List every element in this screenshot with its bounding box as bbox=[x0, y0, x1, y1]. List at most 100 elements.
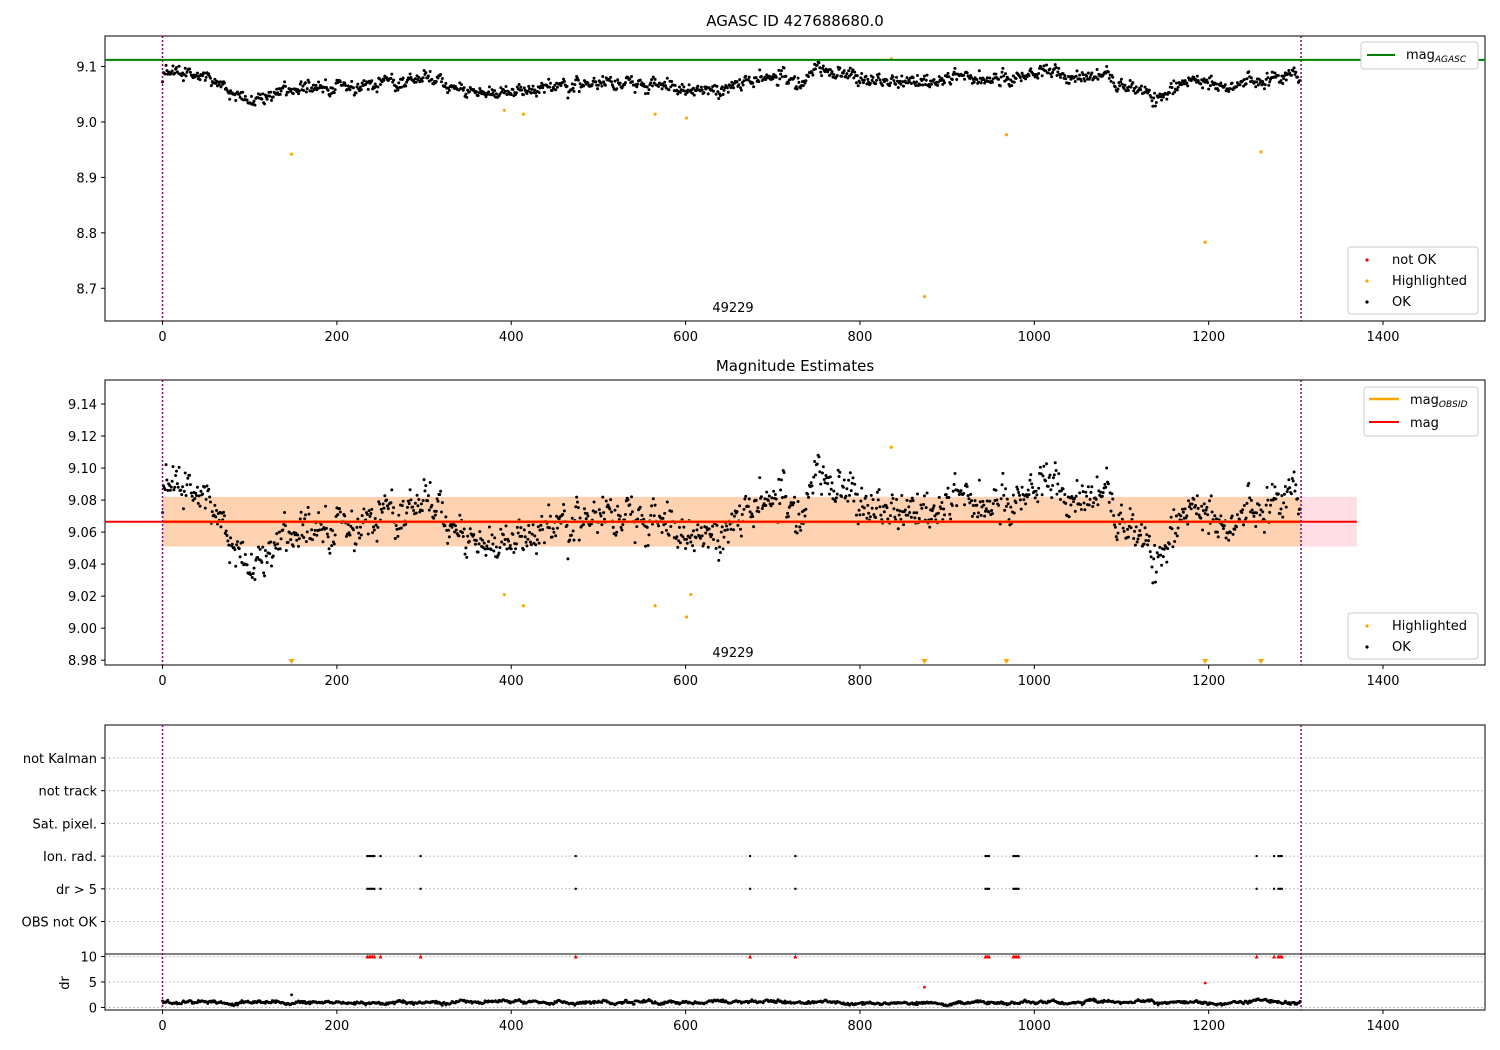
ok-point bbox=[1115, 538, 1119, 542]
ok-point bbox=[1291, 69, 1295, 73]
ok-point bbox=[1162, 547, 1166, 551]
dr-point bbox=[440, 1003, 444, 1007]
ok-point bbox=[222, 81, 226, 85]
ok-point bbox=[208, 76, 212, 80]
ok-point bbox=[1153, 543, 1157, 547]
ok-point bbox=[997, 77, 1001, 81]
ok-point bbox=[918, 83, 922, 87]
ok-point bbox=[891, 497, 895, 501]
ok-point bbox=[1174, 81, 1178, 85]
ok-point bbox=[820, 74, 824, 78]
ok-point bbox=[281, 528, 285, 532]
ok-point bbox=[869, 493, 873, 497]
ok-point bbox=[355, 85, 359, 89]
ok-point bbox=[722, 88, 726, 92]
ok-point bbox=[570, 516, 574, 520]
ok-point bbox=[946, 71, 950, 75]
ok-point bbox=[596, 531, 600, 535]
ok-point bbox=[392, 78, 396, 82]
ok-point bbox=[927, 83, 931, 87]
ok-point bbox=[1176, 85, 1180, 89]
ok-point bbox=[465, 555, 469, 559]
ok-point bbox=[1255, 80, 1259, 84]
ok-point bbox=[1111, 497, 1115, 501]
ok-point bbox=[1245, 501, 1249, 505]
ok-point bbox=[611, 525, 615, 529]
ok-point bbox=[832, 489, 836, 493]
highlighted-point bbox=[922, 295, 927, 299]
ok-point bbox=[1006, 502, 1010, 506]
ok-point bbox=[270, 564, 274, 568]
ok-point bbox=[590, 83, 594, 87]
ok-point bbox=[298, 517, 302, 521]
ok-point bbox=[519, 526, 523, 530]
ok-point bbox=[1207, 531, 1211, 535]
ok-point bbox=[1172, 508, 1176, 512]
ok-point bbox=[691, 529, 695, 533]
ok-point bbox=[596, 87, 600, 91]
ok-point bbox=[306, 505, 310, 509]
ok-point bbox=[490, 88, 494, 92]
ok-point bbox=[706, 545, 710, 549]
ok-point bbox=[229, 89, 233, 93]
ok-point bbox=[812, 475, 816, 479]
ok-point bbox=[1094, 497, 1098, 501]
ok-point bbox=[1166, 547, 1170, 551]
ok-point bbox=[965, 485, 969, 489]
ok-point bbox=[500, 90, 504, 94]
ok-point bbox=[699, 85, 703, 89]
ok-point bbox=[885, 506, 889, 510]
ok-point bbox=[1244, 516, 1248, 520]
ok-point bbox=[215, 508, 219, 512]
ok-point bbox=[1223, 83, 1227, 87]
ok-point bbox=[719, 530, 723, 534]
ok-point bbox=[950, 77, 954, 81]
ok-point bbox=[283, 524, 287, 528]
ok-point bbox=[871, 498, 875, 502]
ok-point bbox=[602, 80, 606, 84]
y-tick-label: 8.7 bbox=[76, 282, 97, 297]
ok-point bbox=[1174, 514, 1178, 518]
ok-point bbox=[928, 85, 932, 89]
ok-point bbox=[258, 93, 262, 97]
ok-point bbox=[189, 491, 193, 495]
out-of-range-marker bbox=[1202, 659, 1209, 664]
ok-point bbox=[305, 87, 309, 91]
ok-point bbox=[1283, 484, 1287, 488]
ok-point bbox=[618, 81, 622, 85]
panel1-legend-line: magAGASC bbox=[1360, 41, 1479, 70]
ok-point bbox=[202, 485, 206, 489]
ok-point bbox=[195, 71, 199, 75]
ok-point bbox=[786, 515, 790, 519]
ok-point bbox=[1057, 66, 1061, 70]
ok-point bbox=[739, 88, 743, 92]
ok-point bbox=[817, 455, 821, 459]
ok-point bbox=[436, 499, 440, 503]
ok-point bbox=[1044, 479, 1048, 483]
ok-point bbox=[1146, 543, 1150, 547]
ok-point bbox=[1268, 510, 1272, 514]
ok-point bbox=[182, 489, 186, 493]
ok-point bbox=[413, 501, 417, 505]
ok-point bbox=[530, 532, 534, 536]
ok-point bbox=[313, 528, 317, 532]
ok-point bbox=[921, 83, 925, 87]
ok-point bbox=[950, 503, 954, 507]
ok-point bbox=[1002, 493, 1006, 497]
ok-point bbox=[376, 85, 380, 89]
ok-point bbox=[597, 508, 601, 512]
ok-point bbox=[687, 83, 691, 87]
ok-point bbox=[419, 502, 423, 506]
ok-point bbox=[922, 77, 926, 81]
highlighted-point bbox=[1004, 133, 1009, 137]
dr-outlier-point bbox=[290, 993, 293, 997]
ok-point bbox=[409, 76, 413, 80]
ok-point bbox=[1036, 500, 1040, 504]
ok-point bbox=[473, 542, 477, 546]
ok-point bbox=[276, 542, 280, 546]
flag-event-point bbox=[1015, 854, 1019, 858]
ok-point bbox=[498, 546, 502, 550]
ok-point bbox=[370, 79, 374, 83]
ok-point bbox=[582, 523, 586, 527]
ok-point bbox=[854, 81, 858, 85]
